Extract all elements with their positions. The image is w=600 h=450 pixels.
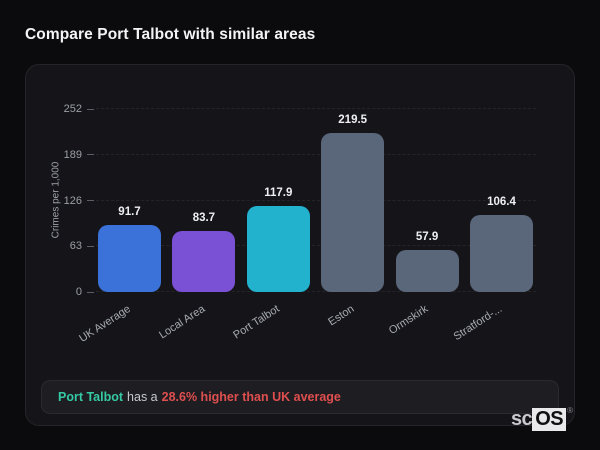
gridline bbox=[96, 199, 536, 201]
y-axis-tick-label: 126 bbox=[63, 194, 82, 207]
bar-value-label: 117.9 bbox=[264, 187, 293, 200]
bar-slot: 83.7 Local Area bbox=[157, 109, 236, 341]
y-axis-tick-label: 189 bbox=[63, 148, 82, 161]
insight-highlight: 28.6% higher than UK average bbox=[161, 390, 341, 404]
y-axis-tick-label: 0 bbox=[75, 286, 82, 298]
x-axis-tick-label: Local Area bbox=[157, 302, 208, 342]
chart-card: Crimes per 1,000 0 63 126 189 252 91.7 UK Aver… bbox=[25, 64, 575, 426]
gridline bbox=[96, 245, 536, 247]
bar-chart-plot-area: 0 63 126 189 252 91.7 UK Average 83.7 Local Area… bbox=[64, 103, 536, 345]
y-axis-tick: 63 bbox=[70, 240, 94, 252]
x-axis-tick-label: Eston bbox=[325, 302, 356, 329]
bar-eston[interactable] bbox=[321, 132, 385, 292]
x-axis-tick-label: UK Average bbox=[77, 302, 133, 345]
y-axis-tick-label: 252 bbox=[63, 103, 82, 115]
y-axis-tick-mark bbox=[87, 200, 94, 201]
page-title: Compare Port Talbot with similar areas bbox=[25, 26, 316, 43]
y-axis-tick: 126 bbox=[64, 195, 94, 207]
scos-logo: sc OS ® bbox=[510, 406, 573, 431]
gridline bbox=[96, 153, 536, 155]
bar-value-label: 106.4 bbox=[487, 195, 516, 208]
bar-local-area[interactable] bbox=[172, 231, 236, 292]
x-axis-tick-label: Stratford-... bbox=[452, 302, 505, 344]
bar-slot: 219.5 Eston bbox=[321, 109, 385, 328]
bar-value-label: 83.7 bbox=[192, 212, 216, 225]
x-axis-tick-label: Ormskirk bbox=[386, 302, 431, 337]
insight-connector: has a bbox=[127, 390, 158, 404]
bar-value-label: 219.5 bbox=[338, 113, 368, 126]
bar-slot: 106.4 Stratford-... bbox=[452, 109, 533, 343]
y-axis-tick-mark bbox=[87, 154, 94, 156]
scos-logo-suffix: OS bbox=[532, 408, 567, 431]
bar-slot: 91.7 UK Average bbox=[77, 109, 161, 345]
gridline bbox=[96, 108, 536, 109]
y-axis-tick-mark bbox=[87, 245, 94, 247]
y-axis-label: Crimes per 1,000 bbox=[50, 161, 62, 239]
bar-value-label: 57.9 bbox=[415, 230, 439, 243]
scos-logo-prefix: sc bbox=[510, 408, 533, 430]
bar-series: 91.7 UK Average 83.7 Local Area 117.9 Port Ta… bbox=[77, 109, 533, 345]
registered-trademark-icon: ® bbox=[567, 406, 573, 415]
bar-stratford[interactable] bbox=[469, 214, 533, 292]
bar-port-talbot[interactable] bbox=[246, 206, 310, 292]
insight-note: Port Talbot has a 28.6% higher than UK a… bbox=[41, 380, 559, 414]
bar-uk-average[interactable] bbox=[98, 225, 161, 292]
y-axis-tick-label: 63 bbox=[69, 240, 82, 253]
bar-ormskirk[interactable] bbox=[395, 249, 459, 292]
y-axis-tick: 252 bbox=[64, 103, 94, 115]
gridline bbox=[96, 291, 536, 292]
x-axis-tick-label: Port Talbot bbox=[231, 302, 282, 342]
bar-slot: 117.9 Port Talbot bbox=[231, 109, 310, 342]
y-axis-tick: 0 bbox=[76, 286, 94, 298]
y-axis-tick-mark bbox=[87, 291, 94, 293]
bar-slot: 57.9 Ormskirk bbox=[387, 109, 459, 337]
y-axis-tick: 189 bbox=[64, 149, 94, 161]
insight-subject: Port Talbot bbox=[58, 390, 124, 404]
y-axis-tick-mark bbox=[87, 108, 94, 110]
bar-value-label: 91.7 bbox=[118, 206, 141, 219]
